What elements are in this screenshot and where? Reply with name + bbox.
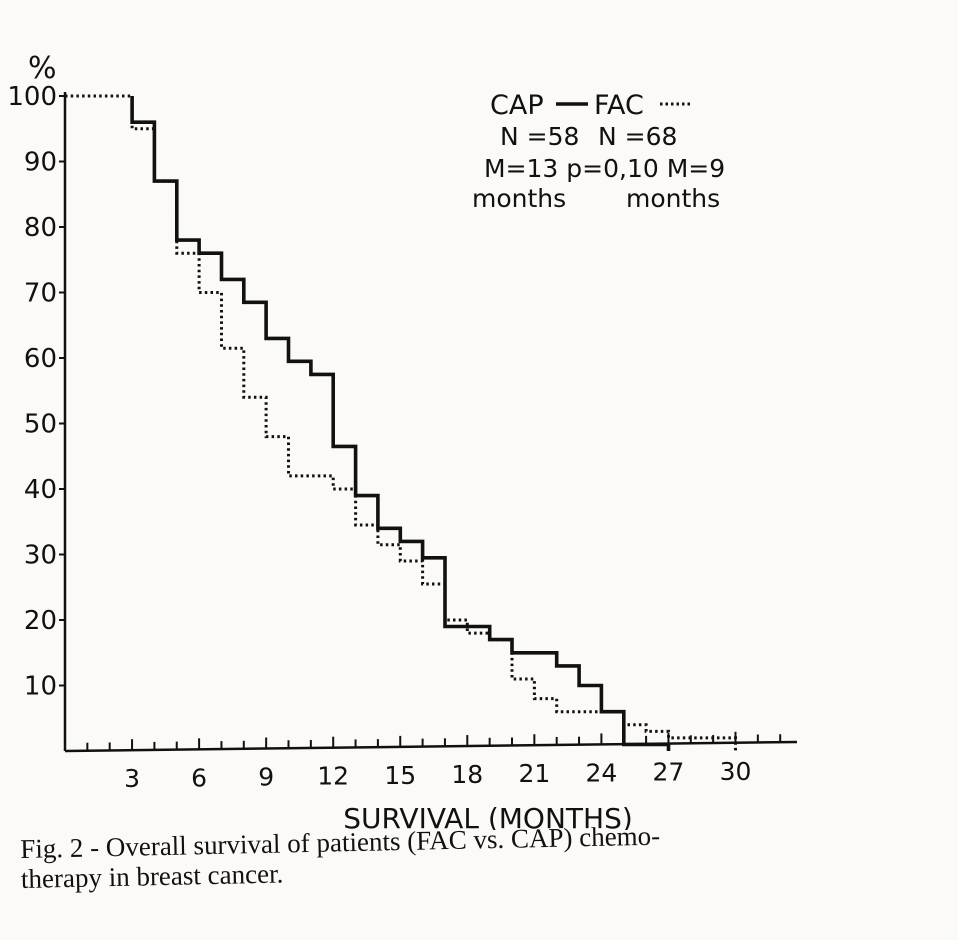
legend: CAP FAC N =58 N =68 M=13 p=0,10 M=9 mont… [472, 90, 725, 213]
x-tick-label: 12 [317, 762, 349, 791]
series-fac-line [65, 94, 737, 751]
y-tick-label: 50 [24, 410, 57, 440]
survival-chart: 3 6 9 12 15 18 21 24 27 30 10 20 30 40 50 60 70 80 90 100 %… [7, 51, 798, 830]
legend-fac-n: N =68 [598, 122, 677, 151]
x-tick-label: 18 [451, 760, 483, 789]
series-cap-line [130, 96, 671, 751]
x-tick-label: 24 [585, 758, 617, 787]
labels-group: % SURVIVAL (MONTHS) [28, 51, 633, 830]
x-axis-line [64, 740, 798, 753]
y-tick-label: 90 [24, 148, 57, 178]
legend-months-left: months [472, 184, 566, 213]
legend-cap-n: N =58 [500, 122, 579, 151]
series-group [65, 94, 737, 751]
y-tick-label: 100 [7, 82, 57, 112]
legend-months-right: months [626, 184, 720, 213]
x-axis-label: SURVIVAL (MONTHS) [343, 802, 633, 830]
x-tick-label: 15 [384, 761, 416, 790]
x-tick-label: 21 [518, 759, 550, 788]
axes: 3 6 9 12 15 18 21 24 27 30 10 20 30 40 50 60 70 80 90 100 [7, 82, 798, 793]
legend-fac-label: FAC [594, 90, 644, 121]
y-tick-label: 30 [24, 541, 57, 571]
x-tick-label: 30 [720, 757, 752, 786]
y-tick-label: 60 [24, 344, 57, 374]
legend-median-line: M=13 p=0,10 M=9 [484, 154, 725, 183]
legend-cap-label: CAP [490, 90, 544, 121]
x-tick-label: 9 [258, 763, 274, 792]
y-tick-label: 40 [24, 475, 57, 505]
y-axis-label: % [28, 51, 57, 86]
y-tick-label: 10 [24, 672, 57, 702]
x-tick-label: 6 [191, 763, 207, 792]
y-tick-label: 20 [24, 606, 57, 636]
x-tick-label: 27 [653, 758, 685, 787]
x-tick-label: 3 [124, 764, 140, 793]
y-tick-label: 70 [24, 279, 57, 309]
y-tick-label: 80 [24, 213, 57, 243]
